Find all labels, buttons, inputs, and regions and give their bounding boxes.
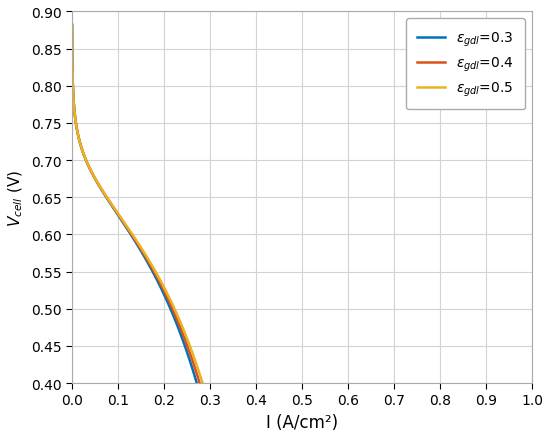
$\epsilon_{gdl}$=0.4 (69, 23, 75, 28)
Line: $\epsilon_{gdl}$=0.5: $\epsilon_{gdl}$=0.5 (72, 26, 202, 382)
$\epsilon_{gdl}$=0.3 (138, 249, 144, 254)
$\epsilon_{gdl}$=0.5 (126, 228, 133, 233)
$\epsilon_{gdl}$=0.5 (91, 175, 98, 180)
Line: $\epsilon_{gdl}$=0.4: $\epsilon_{gdl}$=0.4 (72, 26, 200, 383)
$\epsilon_{gdl}$=0.3 (194, 381, 200, 386)
$\epsilon_{gdl}$=0.5 (189, 350, 196, 355)
Y-axis label: $V_{cell}$ (V): $V_{cell}$ (V) (7, 170, 25, 226)
$\epsilon_{gdl}$=0.4 (91, 176, 98, 181)
Line: $\epsilon_{gdl}$=0.3: $\epsilon_{gdl}$=0.3 (72, 26, 197, 383)
$\epsilon_{gdl}$=0.5 (104, 195, 111, 201)
$\epsilon_{gdl}$=0.3 (186, 356, 192, 361)
$\epsilon_{gdl}$=0.4 (196, 380, 203, 385)
$\epsilon_{gdl}$=0.4 (154, 275, 161, 280)
$\epsilon_{gdl}$=0.5 (164, 292, 171, 297)
$\epsilon_{gdl}$=0.4 (126, 230, 133, 235)
$\epsilon_{gdl}$=0.4 (144, 257, 151, 262)
$\epsilon_{gdl}$=0.3 (104, 196, 111, 201)
$\epsilon_{gdl}$=0.4 (165, 297, 172, 302)
$\epsilon_{gdl}$=0.3 (190, 367, 196, 373)
X-axis label: I (A/cm²): I (A/cm²) (266, 413, 338, 431)
$\epsilon_{gdl}$=0.5 (199, 380, 206, 385)
$\epsilon_{gdl}$=0.3 (70, 103, 77, 109)
$\epsilon_{gdl}$=0.5 (91, 176, 98, 181)
$\epsilon_{gdl}$=0.3 (69, 23, 75, 28)
$\epsilon_{gdl}$=0.4 (102, 192, 108, 198)
$\epsilon_{gdl}$=0.5 (69, 23, 75, 28)
Legend: $\epsilon_{gdl}$=0.3, $\epsilon_{gdl}$=0.4, $\epsilon_{gdl}$=0.5: $\epsilon_{gdl}$=0.3, $\epsilon_{gdl}$=0… (406, 19, 525, 110)
$\epsilon_{gdl}$=0.3 (163, 298, 170, 303)
